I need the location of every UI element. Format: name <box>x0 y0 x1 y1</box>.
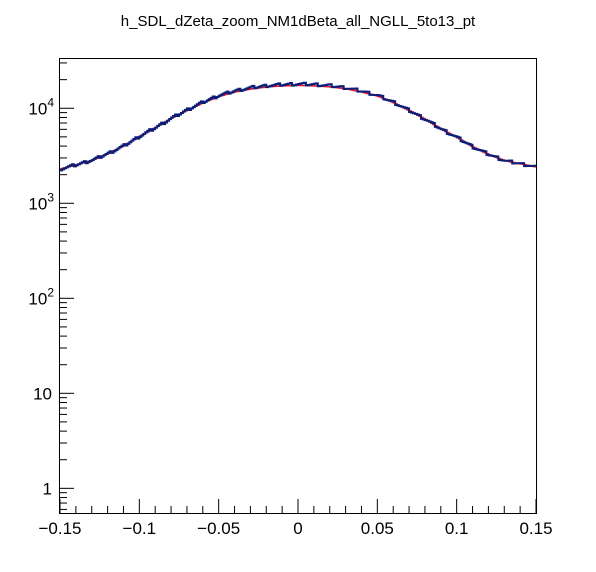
x-axis: −0.15 −0.1 −0.05 0 0.05 0.1 0.15 <box>38 499 553 538</box>
x-tick-label: −0.05 <box>197 519 240 538</box>
x-tick-label: 0.1 <box>445 519 469 538</box>
y-tick-label: 104 <box>28 95 54 118</box>
y-tick-label: 102 <box>28 285 54 308</box>
x-tick-label: −0.1 <box>123 519 157 538</box>
y-axis: 1 10 102 103 104 <box>28 62 74 510</box>
x-tick-label: 0.05 <box>361 519 394 538</box>
chart-title: h_SDL_dZeta_zoom_NM1dBeta_all_NGLL_5to13… <box>121 13 476 30</box>
x-tick-label: −0.15 <box>38 519 81 538</box>
y-tick-label: 103 <box>28 190 54 213</box>
y-tick-label: 1 <box>43 479 52 498</box>
blue-series-layer <box>60 81 537 172</box>
series-line-red <box>60 84 537 170</box>
plot-frame <box>59 58 537 514</box>
red-series-layer <box>60 84 537 170</box>
x-tick-label: 0.15 <box>519 519 552 538</box>
series-line-blue <box>60 81 537 172</box>
y-tick-label: 10 <box>33 384 52 403</box>
x-tick-label: 0 <box>293 519 302 538</box>
